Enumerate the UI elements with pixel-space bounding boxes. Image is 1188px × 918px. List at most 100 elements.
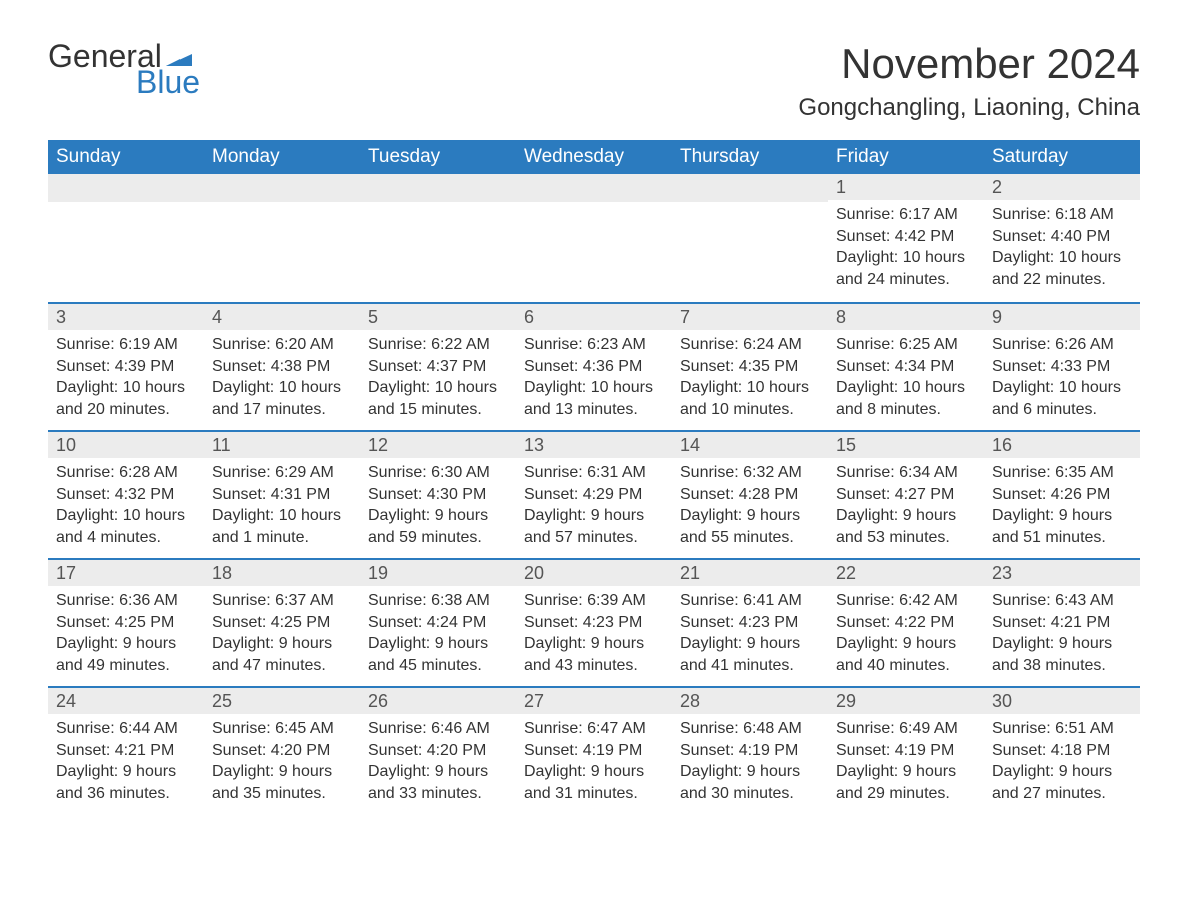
daylight-line: Daylight: 9 hours and 53 minutes. — [836, 505, 976, 548]
day-number: 13 — [516, 430, 672, 458]
day-number: 4 — [204, 302, 360, 330]
calendar-cell: 19Sunrise: 6:38 AMSunset: 4:24 PMDayligh… — [360, 558, 516, 686]
day-details: Sunrise: 6:18 AMSunset: 4:40 PMDaylight:… — [984, 200, 1140, 298]
calendar-cell: 11Sunrise: 6:29 AMSunset: 4:31 PMDayligh… — [204, 430, 360, 558]
sunset-line: Sunset: 4:25 PM — [212, 612, 352, 634]
weekday-header: Thursday — [672, 140, 828, 174]
calendar-cell: 1Sunrise: 6:17 AMSunset: 4:42 PMDaylight… — [828, 174, 984, 302]
daylight-line: Daylight: 9 hours and 55 minutes. — [680, 505, 820, 548]
sunset-line: Sunset: 4:19 PM — [524, 740, 664, 762]
empty-day-bar — [204, 174, 360, 202]
day-details: Sunrise: 6:36 AMSunset: 4:25 PMDaylight:… — [48, 586, 204, 684]
day-details: Sunrise: 6:28 AMSunset: 4:32 PMDaylight:… — [48, 458, 204, 556]
sunset-line: Sunset: 4:27 PM — [836, 484, 976, 506]
day-number: 15 — [828, 430, 984, 458]
sunrise-line: Sunrise: 6:47 AM — [524, 718, 664, 740]
day-details: Sunrise: 6:42 AMSunset: 4:22 PMDaylight:… — [828, 586, 984, 684]
day-details: Sunrise: 6:19 AMSunset: 4:39 PMDaylight:… — [48, 330, 204, 428]
daylight-line: Daylight: 10 hours and 8 minutes. — [836, 377, 976, 420]
day-number: 25 — [204, 686, 360, 714]
day-number: 2 — [984, 174, 1140, 200]
sunset-line: Sunset: 4:29 PM — [524, 484, 664, 506]
day-details: Sunrise: 6:20 AMSunset: 4:38 PMDaylight:… — [204, 330, 360, 428]
sunrise-line: Sunrise: 6:43 AM — [992, 590, 1132, 612]
sunrise-line: Sunrise: 6:35 AM — [992, 462, 1132, 484]
day-number: 6 — [516, 302, 672, 330]
sunrise-line: Sunrise: 6:30 AM — [368, 462, 508, 484]
day-number: 5 — [360, 302, 516, 330]
calendar-cell — [360, 174, 516, 302]
sunrise-line: Sunrise: 6:19 AM — [56, 334, 196, 356]
day-number: 21 — [672, 558, 828, 586]
sunrise-line: Sunrise: 6:26 AM — [992, 334, 1132, 356]
daylight-line: Daylight: 10 hours and 24 minutes. — [836, 247, 976, 290]
empty-day-bar — [516, 174, 672, 202]
calendar-cell: 10Sunrise: 6:28 AMSunset: 4:32 PMDayligh… — [48, 430, 204, 558]
calendar-cell: 23Sunrise: 6:43 AMSunset: 4:21 PMDayligh… — [984, 558, 1140, 686]
sunrise-line: Sunrise: 6:31 AM — [524, 462, 664, 484]
weekday-header: Wednesday — [516, 140, 672, 174]
sunset-line: Sunset: 4:26 PM — [992, 484, 1132, 506]
sunset-line: Sunset: 4:19 PM — [836, 740, 976, 762]
day-details: Sunrise: 6:25 AMSunset: 4:34 PMDaylight:… — [828, 330, 984, 428]
day-number: 12 — [360, 430, 516, 458]
sunset-line: Sunset: 4:38 PM — [212, 356, 352, 378]
calendar-cell: 12Sunrise: 6:30 AMSunset: 4:30 PMDayligh… — [360, 430, 516, 558]
day-details: Sunrise: 6:26 AMSunset: 4:33 PMDaylight:… — [984, 330, 1140, 428]
day-number: 22 — [828, 558, 984, 586]
sunrise-line: Sunrise: 6:20 AM — [212, 334, 352, 356]
weekday-header: Friday — [828, 140, 984, 174]
calendar-cell: 24Sunrise: 6:44 AMSunset: 4:21 PMDayligh… — [48, 686, 204, 814]
sunset-line: Sunset: 4:20 PM — [368, 740, 508, 762]
day-number: 10 — [48, 430, 204, 458]
sunrise-line: Sunrise: 6:37 AM — [212, 590, 352, 612]
sunset-line: Sunset: 4:21 PM — [992, 612, 1132, 634]
title-block: November 2024 Gongchangling, Liaoning, C… — [798, 40, 1140, 122]
calendar-cell: 14Sunrise: 6:32 AMSunset: 4:28 PMDayligh… — [672, 430, 828, 558]
sunrise-line: Sunrise: 6:46 AM — [368, 718, 508, 740]
sunset-line: Sunset: 4:24 PM — [368, 612, 508, 634]
day-number: 14 — [672, 430, 828, 458]
day-details: Sunrise: 6:41 AMSunset: 4:23 PMDaylight:… — [672, 586, 828, 684]
daylight-line: Daylight: 10 hours and 13 minutes. — [524, 377, 664, 420]
day-number: 24 — [48, 686, 204, 714]
daylight-line: Daylight: 9 hours and 33 minutes. — [368, 761, 508, 804]
calendar-cell: 26Sunrise: 6:46 AMSunset: 4:20 PMDayligh… — [360, 686, 516, 814]
calendar-cell: 7Sunrise: 6:24 AMSunset: 4:35 PMDaylight… — [672, 302, 828, 430]
calendar-cell: 16Sunrise: 6:35 AMSunset: 4:26 PMDayligh… — [984, 430, 1140, 558]
sunrise-line: Sunrise: 6:42 AM — [836, 590, 976, 612]
calendar-cell: 21Sunrise: 6:41 AMSunset: 4:23 PMDayligh… — [672, 558, 828, 686]
sunrise-line: Sunrise: 6:29 AM — [212, 462, 352, 484]
empty-day-bar — [48, 174, 204, 202]
day-number: 11 — [204, 430, 360, 458]
sunrise-line: Sunrise: 6:23 AM — [524, 334, 664, 356]
day-details: Sunrise: 6:45 AMSunset: 4:20 PMDaylight:… — [204, 714, 360, 812]
day-number: 27 — [516, 686, 672, 714]
day-details: Sunrise: 6:23 AMSunset: 4:36 PMDaylight:… — [516, 330, 672, 428]
calendar-cell: 2Sunrise: 6:18 AMSunset: 4:40 PMDaylight… — [984, 174, 1140, 302]
sunset-line: Sunset: 4:30 PM — [368, 484, 508, 506]
day-details: Sunrise: 6:22 AMSunset: 4:37 PMDaylight:… — [360, 330, 516, 428]
daylight-line: Daylight: 9 hours and 40 minutes. — [836, 633, 976, 676]
calendar-cell — [48, 174, 204, 302]
sunset-line: Sunset: 4:33 PM — [992, 356, 1132, 378]
sunrise-line: Sunrise: 6:32 AM — [680, 462, 820, 484]
day-details: Sunrise: 6:35 AMSunset: 4:26 PMDaylight:… — [984, 458, 1140, 556]
empty-day-bar — [672, 174, 828, 202]
calendar-cell — [204, 174, 360, 302]
day-details: Sunrise: 6:32 AMSunset: 4:28 PMDaylight:… — [672, 458, 828, 556]
day-number: 30 — [984, 686, 1140, 714]
sunrise-line: Sunrise: 6:48 AM — [680, 718, 820, 740]
day-number: 20 — [516, 558, 672, 586]
calendar-cell: 9Sunrise: 6:26 AMSunset: 4:33 PMDaylight… — [984, 302, 1140, 430]
sunrise-line: Sunrise: 6:22 AM — [368, 334, 508, 356]
day-details: Sunrise: 6:48 AMSunset: 4:19 PMDaylight:… — [672, 714, 828, 812]
day-details: Sunrise: 6:37 AMSunset: 4:25 PMDaylight:… — [204, 586, 360, 684]
day-number: 9 — [984, 302, 1140, 330]
weekday-header: Monday — [204, 140, 360, 174]
daylight-line: Daylight: 10 hours and 20 minutes. — [56, 377, 196, 420]
weekday-header: Sunday — [48, 140, 204, 174]
header: General Blue November 2024 Gongchangling… — [48, 40, 1140, 122]
day-number: 29 — [828, 686, 984, 714]
daylight-line: Daylight: 9 hours and 51 minutes. — [992, 505, 1132, 548]
